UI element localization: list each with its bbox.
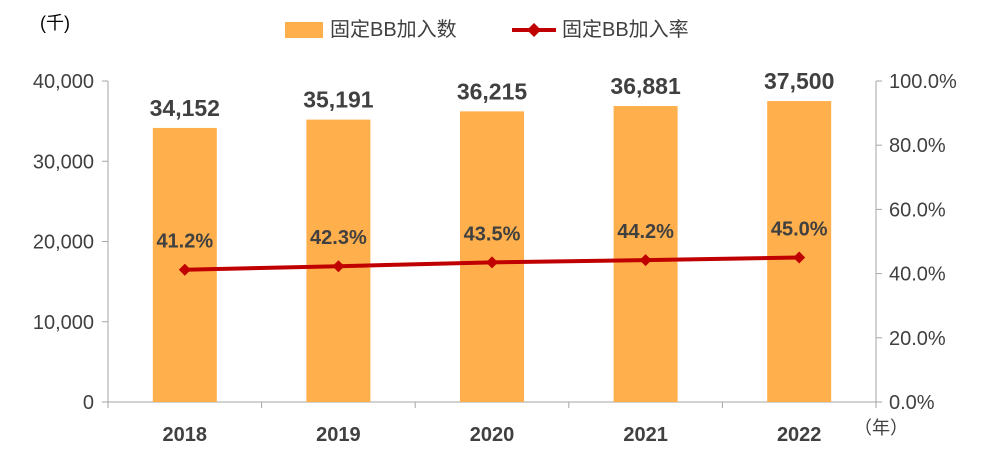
bar-data-label: 36,215 — [457, 78, 528, 104]
right-axis-tick-label: 40.0% — [889, 264, 946, 286]
bar-data-labels: 34,152 35,191 36,215 36,881 37,500 — [150, 68, 835, 121]
bar-data-label: 34,152 — [150, 95, 220, 121]
left-axis-tick-label: 30,000 — [33, 151, 94, 173]
line-data-labels: 41.2% 42.3% 43.5% 44.2% 45.0% — [156, 219, 827, 253]
line-data-label: 44.2% — [617, 221, 674, 243]
right-axis: 0.0% 20.0% 40.0% 60.0% 80.0% 100.0% — [875, 71, 957, 414]
left-axis-tick-label: 10,000 — [33, 312, 94, 334]
series-marker — [639, 254, 652, 267]
right-axis-tick-label: 60.0% — [889, 199, 946, 221]
line-data-label: 43.5% — [464, 223, 521, 245]
bar — [613, 106, 678, 403]
bar — [767, 101, 832, 402]
line-series — [178, 251, 806, 276]
legend-line-label: 固定BB加入率 — [562, 18, 689, 41]
left-axis-unit-label: (千) — [40, 13, 70, 33]
left-axis-tick-label: 20,000 — [33, 232, 94, 254]
legend-line-marker — [527, 23, 541, 37]
left-axis: 0 10,000 20,000 30,000 40,000 — [33, 71, 109, 414]
right-axis-tick-label: 20.0% — [889, 328, 946, 350]
series-marker — [178, 263, 191, 276]
left-axis-tick-label: 0 — [83, 392, 94, 414]
x-axis-tick-label: 2019 — [316, 424, 361, 446]
left-axis-tick-label: 40,000 — [33, 71, 94, 93]
bar-series — [152, 101, 832, 403]
x-axis-tick-label: 2020 — [470, 424, 515, 446]
right-axis-tick-label: 0.0% — [889, 392, 935, 414]
x-axis-tick-label: 2021 — [623, 424, 668, 446]
x-axis: 2018 2019 2020 2021 2022 — [107, 401, 877, 446]
series-marker — [486, 256, 498, 269]
bar-data-label: 36,881 — [610, 73, 681, 99]
bar-data-label: 35,191 — [303, 87, 374, 113]
x-axis-unit-label: （年） — [854, 418, 908, 438]
series-marker — [332, 260, 345, 273]
legend: 固定BB加入数 固定BB加入率 — [285, 18, 689, 41]
line-data-label: 42.3% — [310, 227, 367, 249]
x-axis-tick-label: 2022 — [777, 424, 822, 446]
legend-bar-label: 固定BB加入数 — [330, 18, 457, 41]
line-data-label: 41.2% — [156, 231, 213, 253]
x-axis-tick-label: 2018 — [163, 424, 208, 446]
right-axis-tick-label: 100.0% — [889, 71, 957, 93]
series-marker — [793, 251, 806, 264]
line-data-label: 45.0% — [771, 219, 828, 241]
right-axis-tick-label: 80.0% — [889, 135, 946, 157]
bar-data-label: 37,500 — [764, 68, 834, 94]
legend-bar-swatch — [285, 22, 323, 38]
